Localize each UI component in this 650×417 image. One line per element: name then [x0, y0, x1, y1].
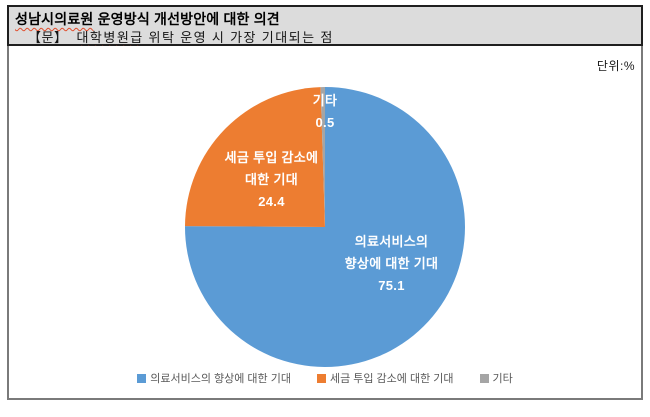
question-underlined-text: 대학병원급: [76, 30, 144, 45]
title-rest-text: 운영방식 개선방안에 대한 의견: [93, 11, 280, 27]
legend: 의료서비스의 향상에 대한 기대 세금 투입 감소에 대한 기대 기타: [9, 370, 641, 386]
unit-label: 단위:%: [596, 59, 635, 73]
pie-slice-tax-reduction: [185, 87, 325, 227]
question-line: 【문】 대학병원급 위탁 운영 시 가장 기대되는 점: [28, 29, 635, 46]
pie-slice-medical-service: [184, 87, 465, 367]
legend-swatch-tax-reduction-icon: [316, 373, 326, 383]
question-prefix: 【문】: [28, 30, 68, 45]
pie-svg: [184, 87, 465, 367]
legend-swatch-other-icon: [479, 373, 489, 383]
page-title: 성남시의료원 운영방식 개선방안에 대한 의견: [15, 10, 635, 29]
header-box: 성남시의료원 운영방식 개선방안에 대한 의견 【문】 대학병원급 위탁 운영 시…: [7, 5, 643, 46]
legend-label-other: 기타: [492, 373, 513, 385]
legend-item-medical-service: 의료서비스의 향상에 대한 기대: [137, 370, 291, 386]
legend-label-tax-reduction: 세금 투입 감소에 대한 기대: [329, 373, 454, 385]
question-rest-text: 위탁 운영 시 가장 기대되는 점: [143, 30, 334, 45]
pie-slice-other: [320, 87, 325, 227]
title-underlined-text: 성남시의료원: [15, 11, 94, 27]
legend-swatch-medical-service-icon: [137, 373, 147, 383]
legend-item-tax-reduction: 세금 투입 감소에 대한 기대: [316, 370, 454, 386]
chart-area: 단위:% 기타 0.5 세금 투입 감소에 대한 기대 24.4 의료서비스의 …: [7, 46, 643, 400]
legend-item-other: 기타: [479, 370, 513, 386]
legend-label-medical-service: 의료서비스의 향상에 대한 기대: [150, 373, 291, 385]
